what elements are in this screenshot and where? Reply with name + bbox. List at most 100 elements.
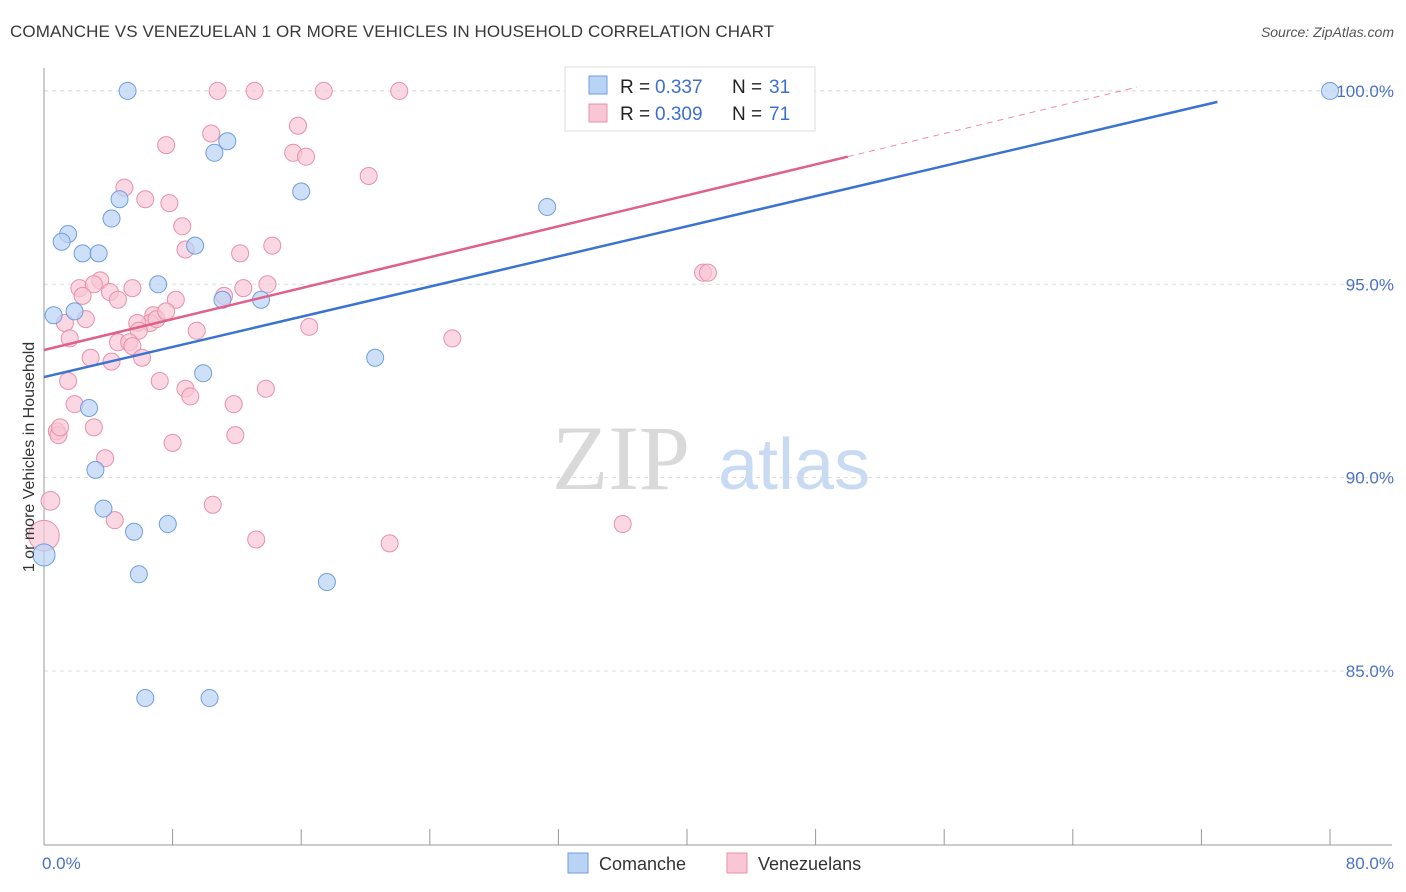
comanche-point xyxy=(52,232,71,251)
venezuelan-point xyxy=(256,379,275,398)
comanche-point xyxy=(86,460,105,479)
comanche-point xyxy=(118,81,137,100)
x-tick-label-max: 80.0% xyxy=(1346,854,1394,873)
legend-n-label-comanche: N = xyxy=(732,77,762,98)
venezuelan-point xyxy=(245,81,264,100)
series-legend-label-venezuelan: Venezuelans xyxy=(758,854,861,874)
venezuelan-point xyxy=(297,147,316,166)
series-legend-label-comanche: Comanche xyxy=(599,854,686,874)
legend-swatch-comanche xyxy=(588,75,608,95)
legend-r-label-comanche: R = xyxy=(620,77,650,98)
grid-lines xyxy=(44,90,1390,672)
venezuelan-point xyxy=(51,418,70,437)
legend-n-label-venezuelan: N = xyxy=(732,104,762,125)
series-legend-swatch-venezuelan xyxy=(726,852,748,874)
venezuelan-point xyxy=(390,81,409,100)
venezuelan-point xyxy=(314,81,333,100)
watermark-atlas: atlas xyxy=(718,425,870,505)
venezuelan-point xyxy=(123,279,142,298)
chart-title: COMANCHE VS VENEZUELAN 1 OR MORE VEHICLE… xyxy=(10,22,775,41)
venezuelan-point xyxy=(105,511,124,530)
series-legend-swatch-comanche xyxy=(567,852,589,874)
venezuelan-point xyxy=(84,418,103,437)
venezuelan-trend-extension xyxy=(847,86,1138,158)
venezuelan-point xyxy=(108,290,127,309)
venezuelan-point xyxy=(163,433,182,452)
watermark-zip: ZIP xyxy=(552,407,690,509)
venezuelan-point xyxy=(698,263,717,282)
venezuelan-point xyxy=(40,490,61,511)
venezuelan-point xyxy=(187,321,206,340)
series-legend: Comanche Venezuelans xyxy=(567,852,861,874)
comanche-point xyxy=(158,515,177,534)
comanche-point xyxy=(218,132,237,151)
y-tick-label: 85.0% xyxy=(1346,662,1394,681)
venezuelan-trend-line xyxy=(43,155,849,352)
venezuelan-point xyxy=(73,286,92,305)
venezuelan-point xyxy=(157,136,176,155)
venezuelan-point xyxy=(173,217,192,236)
comanche-point xyxy=(94,499,113,518)
comanche-point xyxy=(200,689,219,708)
legend-swatch-venezuelan xyxy=(588,103,608,123)
venezuelan-point xyxy=(181,387,200,406)
trend-lines xyxy=(43,86,1218,379)
venezuelan-point xyxy=(203,495,222,514)
venezuelan-point xyxy=(443,329,462,348)
venezuelan-point xyxy=(96,449,115,468)
y-tick-label: 100.0% xyxy=(1336,82,1394,101)
comanche-point xyxy=(186,236,205,255)
venezuelan-point xyxy=(613,515,632,534)
y-tick-labels: 85.0% 90.0% 95.0% 100.0% xyxy=(1336,82,1394,681)
venezuelan-point xyxy=(166,290,185,309)
venezuelan-point xyxy=(224,395,243,414)
venezuelan-point xyxy=(288,116,307,135)
comanche-point xyxy=(366,348,385,367)
stats-legend: R = 0.337 N = 31 R = 0.309 N = 71 xyxy=(564,66,816,132)
y-tick-label: 90.0% xyxy=(1346,469,1394,488)
comanche-point xyxy=(149,275,168,294)
legend-r-value-venezuelan: 0.309 xyxy=(655,104,703,125)
venezuelan-point xyxy=(150,371,169,390)
venezuelan-point xyxy=(208,81,227,100)
venezuelan-point xyxy=(300,317,319,336)
comanche-point xyxy=(317,573,336,592)
watermark: ZIP atlas xyxy=(552,407,870,509)
comanche-point xyxy=(102,209,121,228)
source-label: Source: ZipAtlas.com xyxy=(1260,24,1394,40)
comanche-point xyxy=(110,190,129,209)
comanche-point xyxy=(292,182,311,201)
comanche-point xyxy=(73,244,92,263)
comanche-point xyxy=(205,143,224,162)
axes xyxy=(43,68,1392,846)
venezuelan-point xyxy=(157,302,176,321)
comanche-point xyxy=(80,399,99,418)
comanche-point xyxy=(194,364,213,383)
venezuelan-point xyxy=(202,124,221,143)
comanche-trend-line xyxy=(43,100,1218,379)
legend-r-value-comanche: 0.337 xyxy=(655,77,703,98)
comanche-point xyxy=(129,565,148,584)
venezuelan-point xyxy=(263,236,282,255)
comanche-points xyxy=(32,81,1339,708)
comanche-point xyxy=(89,244,108,263)
venezuelan-point xyxy=(359,167,378,186)
y-tick-label: 95.0% xyxy=(1346,275,1394,294)
comanche-point xyxy=(32,543,56,567)
comanche-point xyxy=(65,302,84,321)
venezuelan-point xyxy=(136,190,155,209)
legend-n-value-comanche: 31 xyxy=(769,77,790,98)
venezuelan-point xyxy=(226,426,245,445)
comanche-point xyxy=(1321,81,1339,100)
comanche-point xyxy=(125,522,144,541)
venezuelan-point xyxy=(123,337,142,356)
venezuelan-point xyxy=(84,275,103,294)
venezuelan-point xyxy=(59,371,78,390)
venezuelan-point xyxy=(234,279,253,298)
venezuelan-point xyxy=(247,530,266,549)
comanche-point xyxy=(136,689,155,708)
venezuelan-point xyxy=(231,244,250,263)
x-tick-label-min: 0.0% xyxy=(42,854,81,873)
venezuelan-point xyxy=(258,275,277,294)
